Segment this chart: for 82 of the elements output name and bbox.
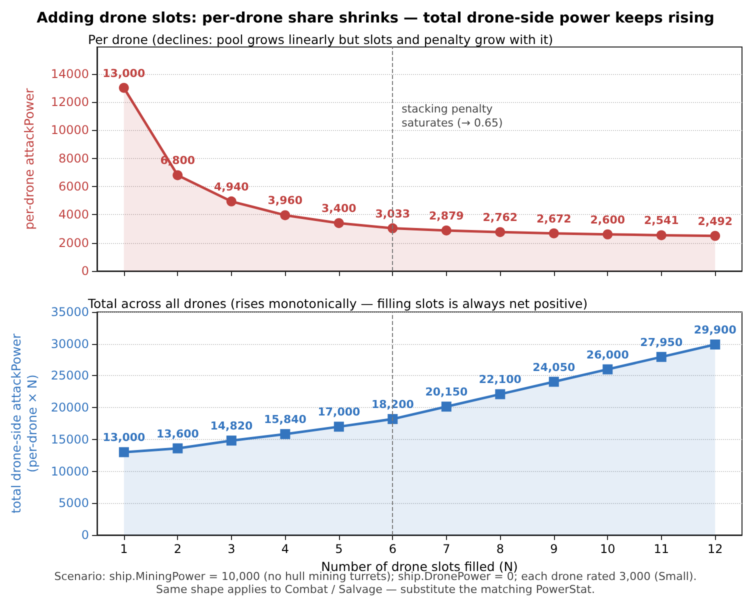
y-tick-label: 14000 bbox=[50, 66, 89, 81]
point bbox=[548, 376, 559, 387]
y-tick-label: 15000 bbox=[50, 432, 90, 446]
data-label: 2,762 bbox=[482, 211, 518, 224]
point bbox=[280, 210, 290, 220]
x-tick-label: 1 bbox=[120, 542, 128, 556]
y-axis-title: total drone-side attackPower (per-drone × N) bbox=[8, 332, 40, 514]
data-label: 3,400 bbox=[321, 202, 357, 216]
data-label: 18,200 bbox=[371, 398, 414, 412]
point bbox=[495, 227, 506, 238]
data-label: 27,950 bbox=[640, 336, 683, 349]
point bbox=[656, 230, 666, 240]
x-tick-label: 11 bbox=[654, 542, 670, 556]
y-tick-label: 8000 bbox=[58, 151, 89, 166]
data-label: 2,879 bbox=[428, 209, 464, 222]
data-label: 20,150 bbox=[425, 386, 468, 399]
point bbox=[441, 402, 452, 412]
point bbox=[602, 229, 613, 240]
point bbox=[226, 196, 236, 206]
y-axis-title: per-drone attackPower bbox=[22, 87, 36, 230]
point bbox=[441, 225, 452, 236]
data-label: 3,033 bbox=[375, 207, 410, 220]
data-label: 2,541 bbox=[644, 214, 679, 228]
data-label: 29,900 bbox=[694, 323, 737, 336]
data-label: 13,600 bbox=[156, 427, 200, 440]
y-tick-label: 2000 bbox=[58, 236, 89, 250]
data-label: 13,000 bbox=[102, 66, 146, 80]
y-tick-label: 0 bbox=[81, 528, 90, 542]
data-label: 14,820 bbox=[210, 420, 253, 433]
y-tick-label: 6000 bbox=[58, 179, 89, 194]
y-tick-label: 10000 bbox=[50, 123, 89, 138]
x-tick-label: 4 bbox=[281, 542, 289, 556]
point bbox=[172, 443, 183, 454]
y-tick-label: 25000 bbox=[50, 368, 90, 383]
y-tick-label: 20000 bbox=[50, 400, 90, 415]
data-label: 2,492 bbox=[698, 214, 733, 228]
y-tick-label: 10000 bbox=[50, 464, 90, 478]
point bbox=[495, 389, 506, 400]
data-label: 17,000 bbox=[318, 406, 360, 419]
point bbox=[226, 436, 236, 446]
y-tick-label: 5000 bbox=[58, 496, 90, 510]
x-tick-label: 9 bbox=[550, 542, 558, 556]
x-tick-label: 2 bbox=[174, 542, 182, 556]
data-label: 3,960 bbox=[268, 194, 303, 208]
point bbox=[172, 170, 183, 180]
chart-subtitle: Per drone (declines: pool grows linearly but slots and penalty grow with it) bbox=[88, 32, 554, 47]
point bbox=[710, 230, 720, 241]
point bbox=[656, 352, 666, 362]
data-label: 26,000 bbox=[586, 348, 630, 362]
y-tick-label: 35000 bbox=[50, 305, 90, 319]
x-tick-label: 5 bbox=[335, 542, 343, 556]
text: Same shape applies to Combat / Salvage — substitute the matching PowerStat. bbox=[156, 583, 595, 596]
x-tick-label: 6 bbox=[388, 542, 396, 556]
x-tick-label: 10 bbox=[600, 542, 616, 556]
point bbox=[118, 82, 129, 93]
y-tick-label: 12000 bbox=[50, 94, 89, 109]
ref-line-label: stacking penalty saturates (→ 0.65) bbox=[402, 102, 503, 130]
x-tick-label: 12 bbox=[707, 542, 723, 556]
data-label: 13,000 bbox=[102, 431, 146, 444]
point bbox=[334, 422, 344, 432]
point bbox=[710, 339, 720, 350]
point bbox=[280, 429, 290, 440]
point bbox=[388, 223, 398, 234]
y-tick-label: 0 bbox=[81, 264, 89, 278]
point bbox=[548, 228, 559, 238]
point bbox=[388, 414, 398, 424]
y-tick-label: 30000 bbox=[50, 336, 90, 351]
data-label: 4,940 bbox=[214, 180, 250, 194]
chart-title: Adding drone slots: per-drone share shrinks — total drone-side power keeps rising bbox=[36, 10, 714, 26]
data-label: 22,100 bbox=[478, 373, 522, 386]
chart-title: Total across all drones (rises monotonically — filling slots is always net positive) bbox=[87, 296, 588, 311]
x-tick-label: 8 bbox=[496, 542, 504, 556]
point bbox=[334, 218, 344, 228]
data-label: 24,050 bbox=[532, 360, 576, 374]
data-label: 15,840 bbox=[264, 413, 307, 426]
data-label: 2,672 bbox=[536, 212, 572, 226]
y-tick-label: 4000 bbox=[58, 208, 89, 222]
data-label: 2,600 bbox=[590, 213, 626, 226]
point bbox=[602, 364, 613, 374]
x-tick-label: 3 bbox=[228, 542, 236, 556]
x-tick-label: 7 bbox=[442, 542, 450, 556]
point bbox=[118, 447, 129, 458]
